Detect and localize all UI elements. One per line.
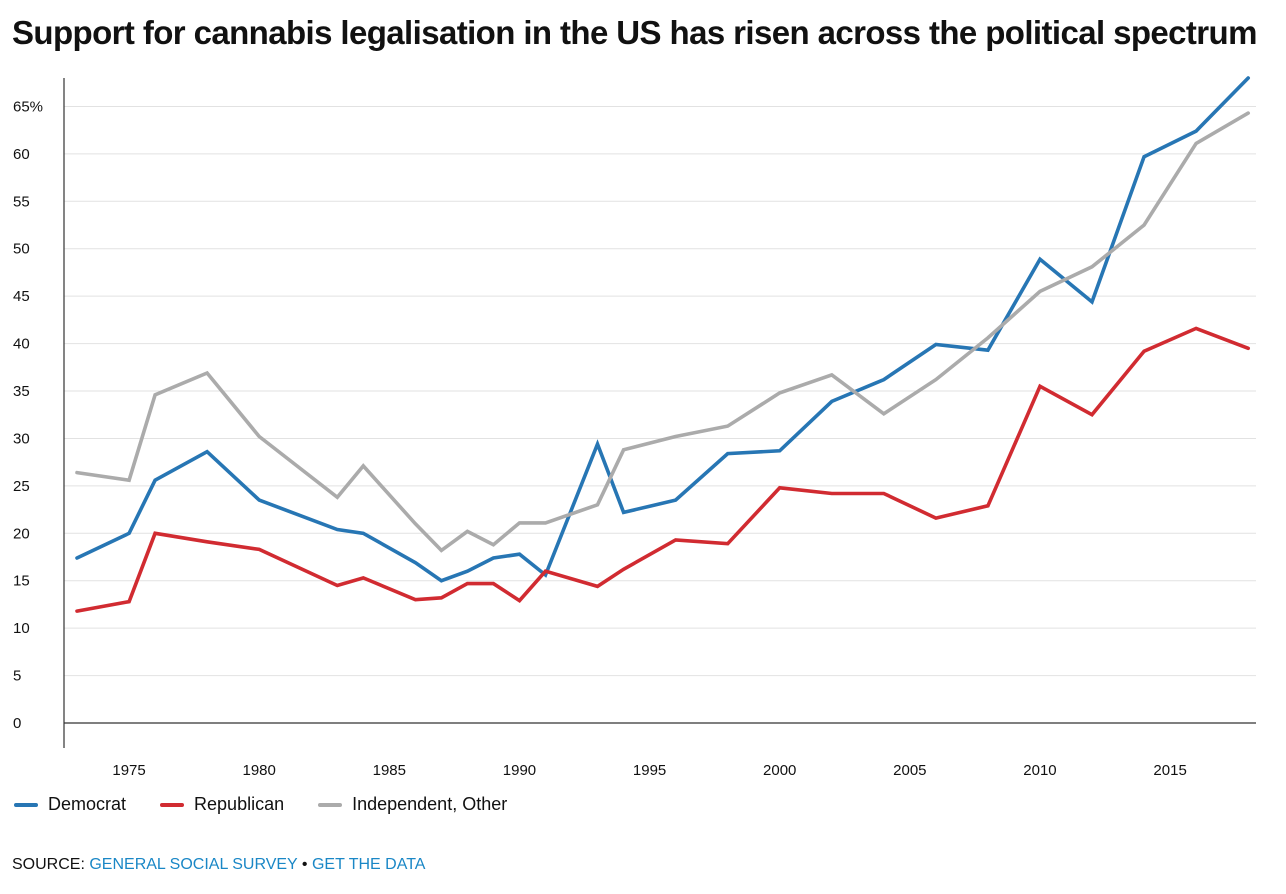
y-tick-label: 45 — [13, 288, 30, 305]
legend-label-independent: Independent, Other — [352, 794, 508, 814]
source-prefix: SOURCE: — [12, 856, 85, 873]
legend-swatch-independent — [318, 802, 343, 807]
series-line-independent-other — [75, 111, 1250, 553]
x-tick-label: 1985 — [373, 762, 406, 779]
y-tick-label: 30 — [13, 430, 30, 447]
y-tick-label: 65% — [13, 98, 43, 115]
gridlines — [64, 105, 1256, 724]
legend: Democrat Republican Independent, Other — [14, 794, 507, 815]
legend-label-democrat: Democrat — [48, 794, 127, 814]
y-tick-label: 50 — [13, 241, 30, 258]
y-tick-label: 60 — [13, 146, 30, 163]
x-tick-label: 2015 — [1153, 762, 1186, 779]
y-tick-label: 15 — [13, 573, 30, 590]
x-tick-label: 2010 — [1023, 762, 1056, 779]
get-data-link[interactable]: GET THE DATA — [311, 856, 426, 873]
y-tick-label: 55 — [13, 193, 30, 210]
y-tick-label: 25 — [13, 478, 30, 495]
y-tick-label: 35 — [13, 383, 30, 400]
source-line: SOURCE: GENERAL SOCIAL SURVEY • GET THE … — [12, 856, 425, 874]
x-tick-label: 2000 — [763, 762, 796, 779]
series-line-democrat — [75, 76, 1250, 583]
legend-item-democrat: Democrat — [14, 794, 126, 815]
chart-title: Support for cannabis legalisation in the… — [12, 14, 1257, 51]
y-axis: 0 5 10 15 20 25 30 35 40 45 50 55 60 65% — [13, 78, 65, 748]
legend-swatch-democrat — [14, 802, 38, 807]
y-tick-label: 5 — [13, 668, 21, 685]
x-tick-label: 1990 — [503, 762, 536, 779]
y-tick-label: 10 — [13, 620, 30, 637]
y-tick-label: 0 — [13, 715, 21, 732]
source-separator: • — [301, 856, 308, 873]
legend-item-independent: Independent, Other — [318, 794, 507, 815]
x-tick-label: 1980 — [243, 762, 276, 779]
legend-label-republican: Republican — [194, 794, 285, 814]
y-tick-label: 20 — [13, 525, 30, 542]
legend-swatch-republican — [160, 802, 185, 807]
legend-item-republican: Republican — [160, 794, 284, 815]
x-tick-label: 1995 — [633, 762, 666, 779]
x-axis: 1975 1980 1985 1990 1995 2000 2005 2010 2015 — [112, 762, 1186, 779]
y-tick-label: 40 — [13, 336, 30, 353]
x-tick-label: 2005 — [893, 762, 926, 779]
series-lines — [75, 76, 1250, 613]
source-link[interactable]: GENERAL SOCIAL SURVEY — [89, 856, 298, 873]
series-line-republican — [75, 326, 1250, 613]
x-tick-label: 1975 — [112, 762, 145, 779]
